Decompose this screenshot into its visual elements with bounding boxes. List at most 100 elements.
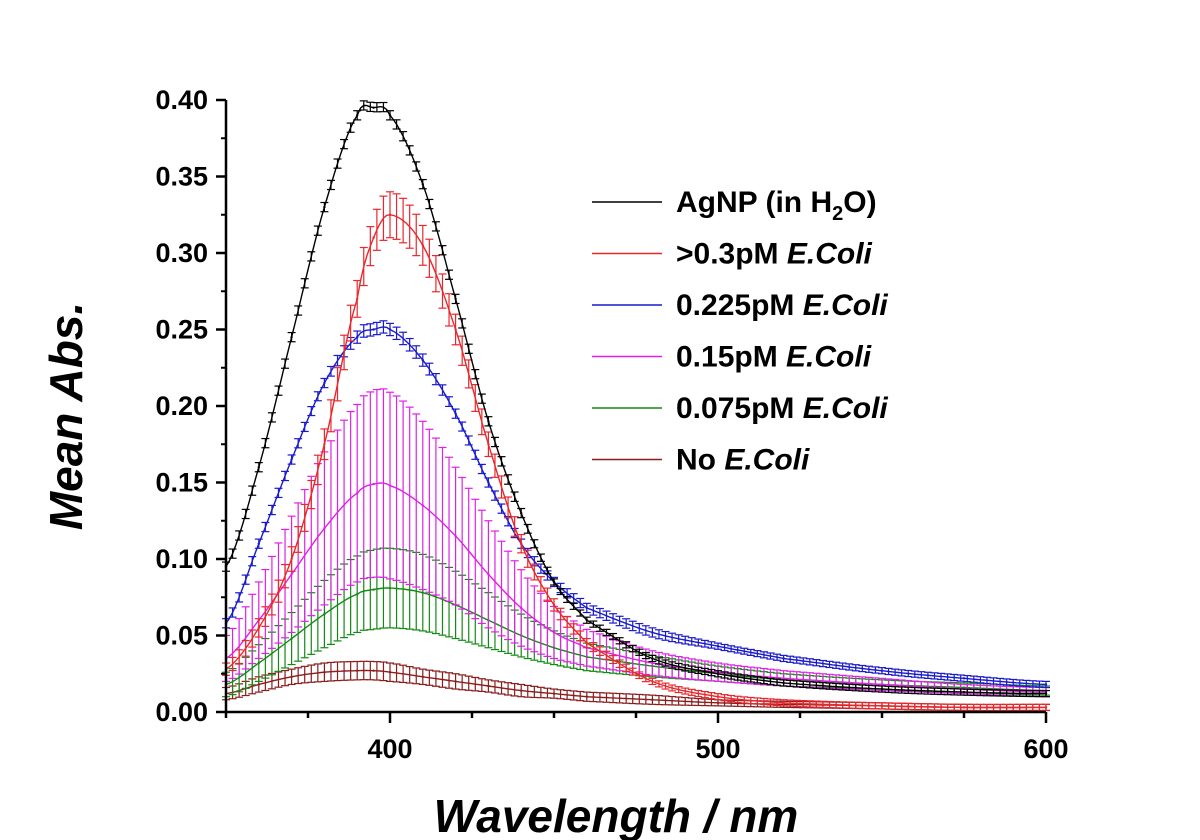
data-point [487,443,490,446]
data-point [388,484,392,487]
data-point [651,631,654,634]
data-point [372,106,375,109]
data-point [421,675,424,679]
data-point [880,687,884,691]
data-point [372,588,375,591]
data-point [372,236,375,239]
data-point [585,606,588,610]
data-point [454,412,457,415]
data-point [388,114,392,117]
legend-label: 0.225pM E.Coli [676,289,888,322]
data-point [372,482,375,486]
series-line [225,214,1046,709]
data-point [356,114,359,117]
y-tick-label: 0.40 [155,85,208,115]
data-point [290,573,293,576]
x-tick-label: 500 [695,734,740,764]
data-point [1044,683,1048,686]
data-point [487,684,490,688]
data-point [651,661,654,665]
series-2 [222,320,1050,689]
data-point [962,677,966,680]
data-point [388,586,392,590]
data-point [880,683,884,686]
data-point [290,637,293,640]
data-point [454,328,457,331]
data-point [716,701,720,705]
y-tick-label: 0.35 [155,162,208,192]
data-point [323,443,326,446]
y-tick-label: 0.25 [155,315,208,345]
series-line [225,104,1046,695]
data-point [651,680,654,683]
legend-label: >0.3pM E.Coli [676,238,873,271]
data-point [454,534,457,538]
y-tick-label: 0.20 [155,391,208,421]
data-point [552,692,556,695]
data-point [356,592,359,596]
data-point [257,683,260,686]
data-point [454,297,457,301]
data-point [487,573,490,576]
data-point [388,671,392,674]
data-point [880,704,884,708]
legend-label: AgNP (in H2O) [676,186,877,225]
data-point [356,492,359,495]
data-point [323,205,326,209]
data-point [782,657,785,660]
data-point [421,182,424,186]
series-1 [222,191,1050,712]
data-point [585,641,588,645]
data-point [552,580,556,584]
data-point [356,297,359,301]
data-point [323,671,326,674]
series-line [225,482,1047,693]
data-point [421,504,424,507]
data-point [421,244,424,247]
data-point [520,689,523,692]
data-point [356,335,359,339]
data-point [520,606,523,610]
data-point [290,458,293,461]
data-point [388,328,392,331]
y-axis-title: Mean Abs. [40,302,92,530]
data-point [716,672,720,675]
data-point [651,698,654,701]
legend-label: 0.15pM E.Coli [676,341,872,374]
data-point [290,557,293,561]
data-point [487,481,490,484]
data-point [257,661,260,665]
data-point [552,631,556,634]
data-point [356,669,359,672]
data-point [782,677,785,680]
data-point [372,328,375,331]
data-point [290,675,293,679]
data-point [487,420,490,423]
data-point [962,690,966,694]
data-point [552,603,556,607]
data-point [880,669,884,672]
data-point [962,706,966,709]
series-line [225,326,1047,686]
data-point [257,626,260,630]
data-point [520,542,523,545]
data-point [421,358,424,362]
data-point [716,695,720,698]
legend: AgNP (in H2O) >0.3pM E.Coli 0.225pM E.Coli… [592,186,888,477]
y-tick-label: 0.15 [155,468,208,498]
data-point [323,527,326,530]
data-point [651,657,654,660]
data-point [585,619,588,622]
data-point [782,701,785,705]
data-point [520,511,523,515]
data-point [1044,692,1048,695]
data-point [421,591,424,594]
data-point [782,681,785,685]
data-point [257,466,260,469]
data-point [388,213,392,216]
legend-label: 0.075pM E.Coli [676,392,888,425]
series-group [222,100,1050,712]
x-tick-label: 600 [1023,734,1068,764]
